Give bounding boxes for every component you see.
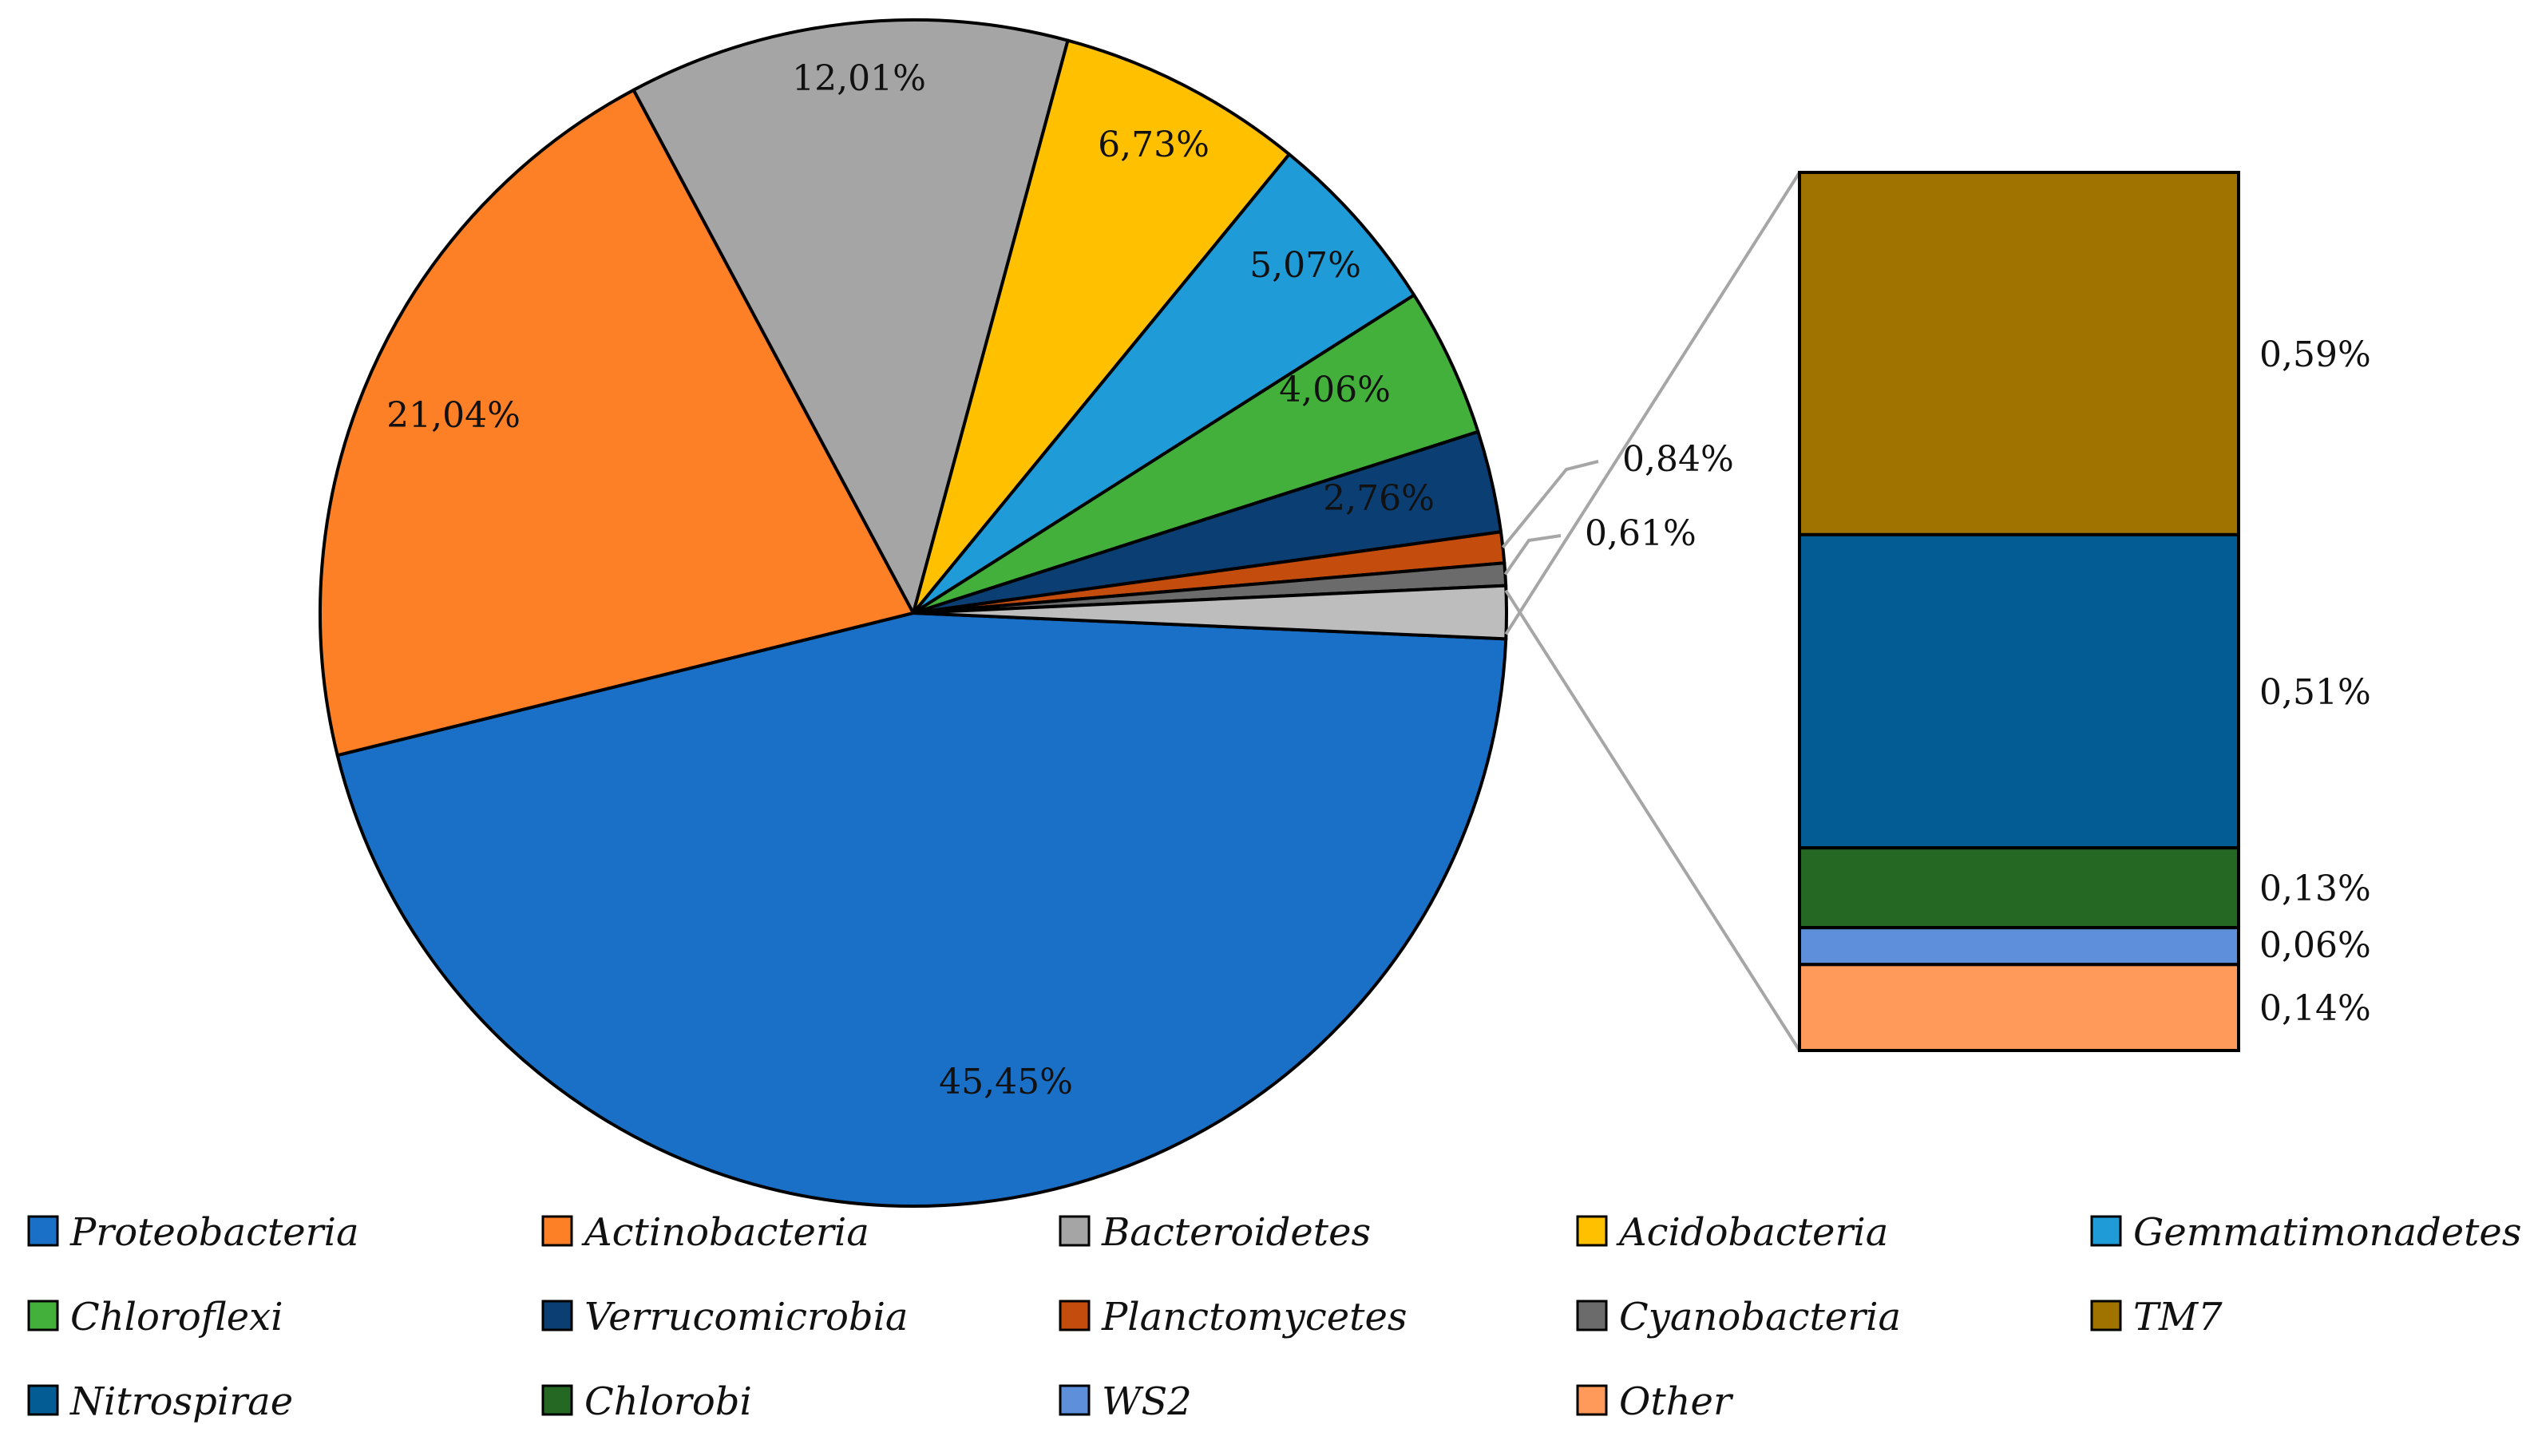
pie-slice-acidobacteria: [912, 38, 1291, 615]
legend-label-planctomycetes: Planctomycetes: [1101, 1295, 1408, 1339]
legend-label-actinobacteria: Actinobacteria: [581, 1210, 869, 1255]
legend-label-cyanobacteria: Cyanobacteria: [1619, 1295, 1901, 1339]
legend-label-nitrospirae: Nitrospirae: [69, 1379, 293, 1424]
legend-label-ws2: WS2: [1102, 1379, 1192, 1424]
pie-slice-bacteroidetes: [632, 18, 1070, 615]
bar-segment-chlorobi: [1798, 846, 2240, 930]
legend-label-chloroflexi: Chloroflexi: [70, 1295, 283, 1339]
legend-label-verrucomicrobia: Verrucomicrobia: [584, 1295, 909, 1339]
leader-line-planctomycetes: [1501, 460, 1599, 549]
bar-segment-tm7: [1798, 171, 2240, 536]
legend-swatch-planctomycetes: [1059, 1300, 1091, 1331]
legend-swatch-proteobacteria: [27, 1215, 59, 1247]
bar-segment-other: [1798, 963, 2240, 1053]
legend-label-gemmatimonadetes: Gemmatimonadetes: [2133, 1210, 2521, 1255]
legend-swatch-ws2: [1059, 1384, 1091, 1416]
legend-label-bacteroidetes: Bacteroidetes: [1101, 1210, 1371, 1255]
leader-line-cyanobacteria: [1503, 534, 1562, 576]
legend-swatch-chloroflexi: [27, 1300, 59, 1331]
pie-slice-proteobacteria: [335, 611, 1508, 1208]
bar-label-chlorobi: 0,13%: [2259, 868, 2371, 909]
legend-swatch-acidobacteria: [1576, 1215, 1608, 1247]
bar-label-ws2: 0,06%: [2259, 925, 2371, 966]
data-label-acidobacteria: 6,73%: [1098, 125, 1210, 165]
legend-swatch-actinobacteria: [541, 1215, 573, 1247]
legend-swatch-chlorobi: [541, 1384, 573, 1416]
bar-label-other: 0,14%: [2259, 988, 2371, 1029]
bar-segment-nitrospirae: [1798, 532, 2240, 850]
pie-slice-actinobacteria: [319, 88, 915, 758]
pie-group: 45,45% 21,04% 12,01% 6,73% 5,07% 4,06% 2,76% 0,…: [319, 18, 1734, 1208]
legend: Proteobacteria Actinobacteria Bacteroidete…: [27, 1210, 2521, 1424]
pie-slice-combined-minor-phyla: [912, 584, 1508, 641]
breakout-bar: 0,59% 0,51% 0,13% 0,06% 0,14%: [1798, 171, 2371, 1053]
data-label-gemmatimonadetes: 5,07%: [1249, 245, 1361, 286]
data-label-actinobacteria: 21,04%: [386, 395, 521, 436]
bar-label-tm7: 0,59%: [2259, 334, 2371, 375]
pie-slice-chloroflexi: [912, 293, 1480, 615]
legend-label-tm7: TM7: [2133, 1295, 2223, 1339]
connector-top: [1504, 171, 1801, 635]
legend-swatch-nitrospirae: [27, 1384, 59, 1416]
bar-label-nitrospirae: 0,51%: [2259, 672, 2371, 713]
bar-segment-ws2: [1798, 926, 2240, 967]
legend-label-acidobacteria: Acidobacteria: [1616, 1210, 1888, 1255]
data-label-cyanobacteria: 0,61%: [1585, 513, 1697, 554]
legend-swatch-cyanobacteria: [1576, 1300, 1608, 1331]
legend-label-other: Other: [1619, 1379, 1734, 1424]
legend-swatch-bacteroidetes: [1059, 1215, 1091, 1247]
legend-swatch-tm7: [2090, 1300, 2122, 1331]
data-label-verrucomicrobia: 2,76%: [1323, 478, 1435, 519]
legend-swatch-other: [1576, 1384, 1608, 1416]
pie-slice-gemmatimonadetes: [912, 152, 1416, 615]
legend-label-proteobacteria: Proteobacteria: [69, 1210, 359, 1255]
data-label-bacteroidetes: 12,01%: [792, 58, 926, 99]
legend-label-chlorobi: Chlorobi: [584, 1379, 752, 1424]
legend-swatch-verrucomicrobia: [541, 1300, 573, 1331]
legend-swatch-gemmatimonadetes: [2090, 1215, 2122, 1247]
data-label-chloroflexi: 4,06%: [1279, 370, 1391, 410]
data-label-proteobacteria: 45,45%: [939, 1062, 1073, 1102]
data-label-planctomycetes: 0,84%: [1622, 439, 1734, 480]
connector-lines: [1504, 171, 1801, 1052]
connector-bottom: [1504, 589, 1801, 1052]
